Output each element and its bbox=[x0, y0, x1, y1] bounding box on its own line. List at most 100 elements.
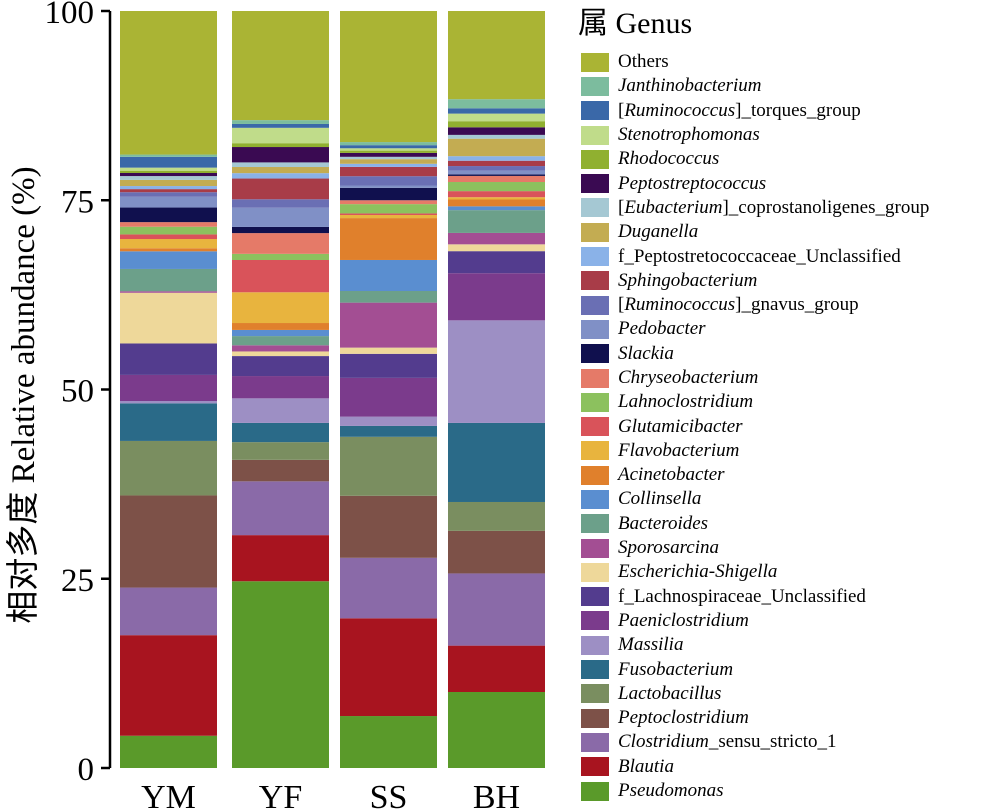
legend-item: Clostridium_sensu_stricto_1 bbox=[578, 730, 998, 754]
bar-segment-yf-10 bbox=[232, 345, 329, 352]
legend-label: [Ruminococcus]_torques_group bbox=[618, 99, 861, 121]
legend-item: Sphingobacterium bbox=[578, 269, 998, 293]
legend-label: Lactobacillus bbox=[618, 682, 722, 704]
legend-label: Clostridium_sensu_stricto_1 bbox=[618, 731, 837, 753]
y-axis-label: 相对多度 Relative abundance (%) bbox=[5, 166, 42, 623]
bar-segment-bh-30 bbox=[448, 11, 545, 100]
legend-item: [Eubacterium]_coprostanoligenes_group bbox=[578, 196, 998, 220]
legend-swatch bbox=[581, 247, 609, 267]
legend-label: Janthinobacterium bbox=[618, 75, 762, 97]
legend-swatch bbox=[581, 101, 609, 121]
bar-segment-ss-30 bbox=[340, 11, 437, 143]
bar-segment-bh-16 bbox=[448, 182, 545, 192]
bar-segment-ym-23 bbox=[120, 179, 217, 187]
legend-label: f_Lachnospiraceae_Unclassified bbox=[618, 585, 866, 607]
legend-swatch bbox=[581, 368, 609, 388]
bar-segment-ss-24 bbox=[340, 156, 437, 160]
bar-segment-ss-4 bbox=[340, 436, 437, 496]
legend-swatch bbox=[581, 781, 609, 801]
bar-segment-bh-13 bbox=[448, 199, 545, 207]
legend-swatch bbox=[581, 392, 609, 412]
bar-segment-bh-14 bbox=[448, 197, 545, 200]
bar-segment-bh-23 bbox=[448, 138, 545, 157]
bar-segment-ss-3 bbox=[340, 495, 437, 558]
legend-swatch bbox=[581, 538, 609, 558]
legend-label: Pedobacter bbox=[618, 318, 706, 340]
bar-segment-ym-2 bbox=[120, 587, 217, 636]
bar-segment-ym-24 bbox=[120, 176, 217, 180]
bar-segment-bh-26 bbox=[448, 121, 545, 128]
legend-label: Blautia bbox=[618, 755, 674, 777]
legend-item: Acinetobacter bbox=[578, 463, 998, 487]
bar-segment-bh-7 bbox=[448, 273, 545, 321]
legend-swatch bbox=[581, 587, 609, 607]
bar-segment-ss-26 bbox=[340, 150, 437, 153]
bar-segment-ss-11 bbox=[340, 290, 437, 303]
bar-segment-ym-13 bbox=[120, 248, 217, 252]
legend-item: Janthinobacterium bbox=[578, 74, 998, 98]
stacked-bar-chart: 0 25 50 75 100 YM YF SS BH 相对多度 Relative abunda… bbox=[5, 0, 545, 810]
bar-segment-bh-17 bbox=[448, 175, 545, 183]
legend-label: f_Peptostretococcaceae_Unclassified bbox=[618, 245, 901, 267]
bar-segment-yf-28 bbox=[232, 123, 329, 128]
bar-segment-yf-5 bbox=[232, 422, 329, 443]
legend-item: Bacteroides bbox=[578, 512, 998, 536]
legend-swatch bbox=[581, 149, 609, 169]
bar-segment-bh-22 bbox=[448, 156, 545, 161]
bar-segment-bh-9 bbox=[448, 244, 545, 252]
legend-label: Massilia bbox=[618, 634, 684, 656]
bar-segment-yf-9 bbox=[232, 351, 329, 357]
legend-label: Sporosarcina bbox=[618, 537, 719, 559]
y-tick-label: 75 bbox=[61, 184, 94, 220]
bar-segment-ss-12 bbox=[340, 259, 437, 291]
legend-swatch bbox=[581, 441, 609, 461]
bar-segment-yf-21 bbox=[232, 178, 329, 200]
bar-segment-ym-28 bbox=[120, 156, 217, 168]
bar-segment-yf-13 bbox=[232, 323, 329, 330]
bar-segment-ym-8 bbox=[120, 343, 217, 375]
bar-segment-ss-0 bbox=[340, 716, 437, 768]
bar-segment-yf-15 bbox=[232, 260, 329, 293]
bar-segment-yf-12 bbox=[232, 329, 329, 337]
bar-segment-yf-14 bbox=[232, 292, 329, 324]
bar-segment-yf-2 bbox=[232, 481, 329, 536]
bar-segment-yf-19 bbox=[232, 207, 329, 227]
bar-segment-yf-18 bbox=[232, 226, 329, 234]
legend-item: Pedobacter bbox=[578, 317, 998, 341]
legend-label: Peptostreptococcus bbox=[618, 172, 767, 194]
bar-segment-bh-25 bbox=[448, 127, 545, 135]
bar-segment-bh-3 bbox=[448, 530, 545, 574]
bar-segment-ym-6 bbox=[120, 401, 217, 404]
legend-item: [Ruminococcus]_gnavus_group bbox=[578, 293, 998, 317]
bar-segment-ss-2 bbox=[340, 557, 437, 619]
legend-label: Fusobacterium bbox=[618, 658, 734, 680]
legend-swatch bbox=[581, 319, 609, 339]
x-tick-label-ym: YM bbox=[141, 779, 196, 810]
legend-title: 属 Genus bbox=[578, 7, 693, 40]
bar-segment-ym-4 bbox=[120, 440, 217, 496]
bar-segment-yf-11 bbox=[232, 336, 329, 346]
legend-label: Stenotrophomonas bbox=[618, 124, 760, 146]
bar-segment-ym-9 bbox=[120, 292, 217, 344]
bar-segment-yf-29 bbox=[232, 120, 329, 124]
bar-segment-ss-13 bbox=[340, 218, 437, 260]
legend-swatch bbox=[581, 514, 609, 534]
legend-swatch bbox=[581, 174, 609, 194]
bar-segment-ym-14 bbox=[120, 239, 217, 249]
bar-segment-ss-8 bbox=[340, 353, 437, 378]
legend-swatch bbox=[581, 635, 609, 655]
bar-segment-bh-11 bbox=[448, 210, 545, 233]
legend-item: Peptostreptococcus bbox=[578, 171, 998, 195]
bar-segment-ss-22 bbox=[340, 163, 437, 167]
legend-label: Lahnoclostridium bbox=[618, 391, 754, 413]
legend-swatch bbox=[581, 344, 609, 364]
bar-segment-bh-15 bbox=[448, 191, 545, 198]
legend-label: Bacteroides bbox=[618, 512, 709, 534]
bar-segment-bh-28 bbox=[448, 108, 545, 114]
bar-segment-ym-21 bbox=[120, 189, 217, 193]
y-tick-label: 50 bbox=[61, 374, 94, 410]
y-tick-label: 100 bbox=[45, 0, 95, 31]
legend-label: Acinetobacter bbox=[618, 464, 725, 486]
legend-swatch bbox=[581, 660, 609, 680]
bar-segment-ss-23 bbox=[340, 159, 437, 164]
